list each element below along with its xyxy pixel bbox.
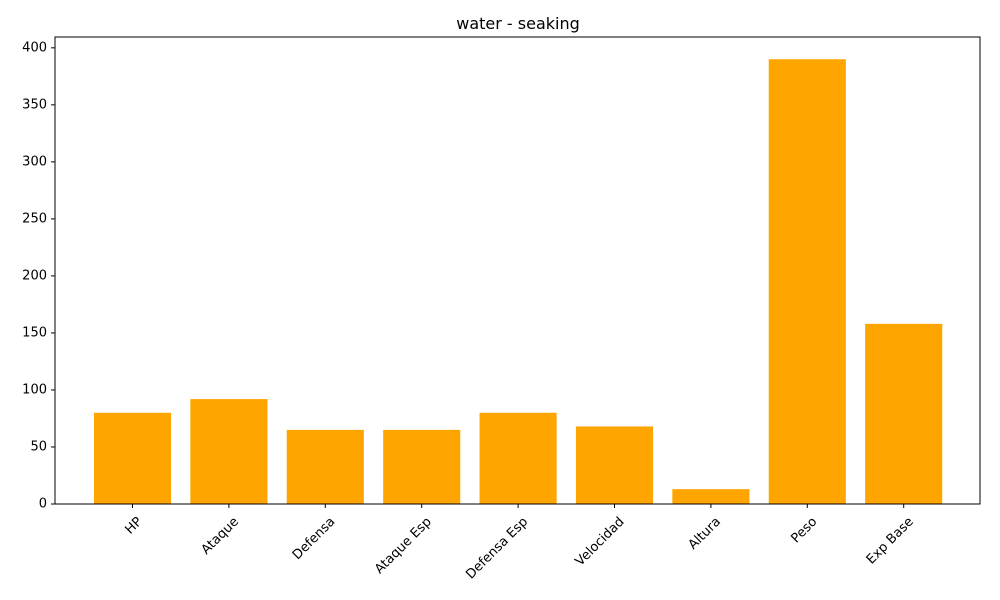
x-tick-label: Defensa <box>290 514 338 562</box>
y-tick-label: 250 <box>22 211 47 226</box>
y-tick-label: 0 <box>39 497 47 512</box>
x-tick-label: Velocidad <box>573 514 628 569</box>
x-tick-label: HP <box>122 514 145 537</box>
bars-group <box>93 59 943 504</box>
x-tick-label: Exp Base <box>864 514 917 567</box>
plot-frame <box>54 36 981 505</box>
bar-defensa <box>286 429 364 504</box>
x-tick-label: Ataque Esp <box>372 514 435 577</box>
bar-hp <box>93 412 172 504</box>
y-tick-label: 200 <box>22 268 47 283</box>
x-tick-label: Ataque <box>199 514 242 557</box>
y-axis: 0 50 100 150 200 250 300 350 400 <box>22 40 55 512</box>
x-tick-label: Altura <box>686 514 724 552</box>
y-tick-label: 50 <box>30 439 47 454</box>
y-tick-label: 150 <box>22 325 47 340</box>
x-tick-label: Defensa Esp <box>463 514 531 582</box>
y-tick-label: 400 <box>22 40 47 55</box>
bar-exp-base <box>865 323 943 504</box>
bar-altura <box>672 489 750 504</box>
bar-peso <box>768 59 846 504</box>
bar-ataque-esp <box>383 429 461 504</box>
y-tick-label: 100 <box>22 382 47 397</box>
chart-title: water - seaking <box>456 14 580 33</box>
y-tick-label: 350 <box>22 97 47 112</box>
y-tick-label: 300 <box>22 154 47 169</box>
bar-defensa-esp <box>479 412 557 504</box>
x-axis: HP Ataque Defensa Ataque Esp Defensa Esp Velo… <box>122 504 917 582</box>
bar-ataque <box>190 399 268 504</box>
bar-velocidad <box>575 426 654 504</box>
x-tick-label: Peso <box>788 514 820 546</box>
